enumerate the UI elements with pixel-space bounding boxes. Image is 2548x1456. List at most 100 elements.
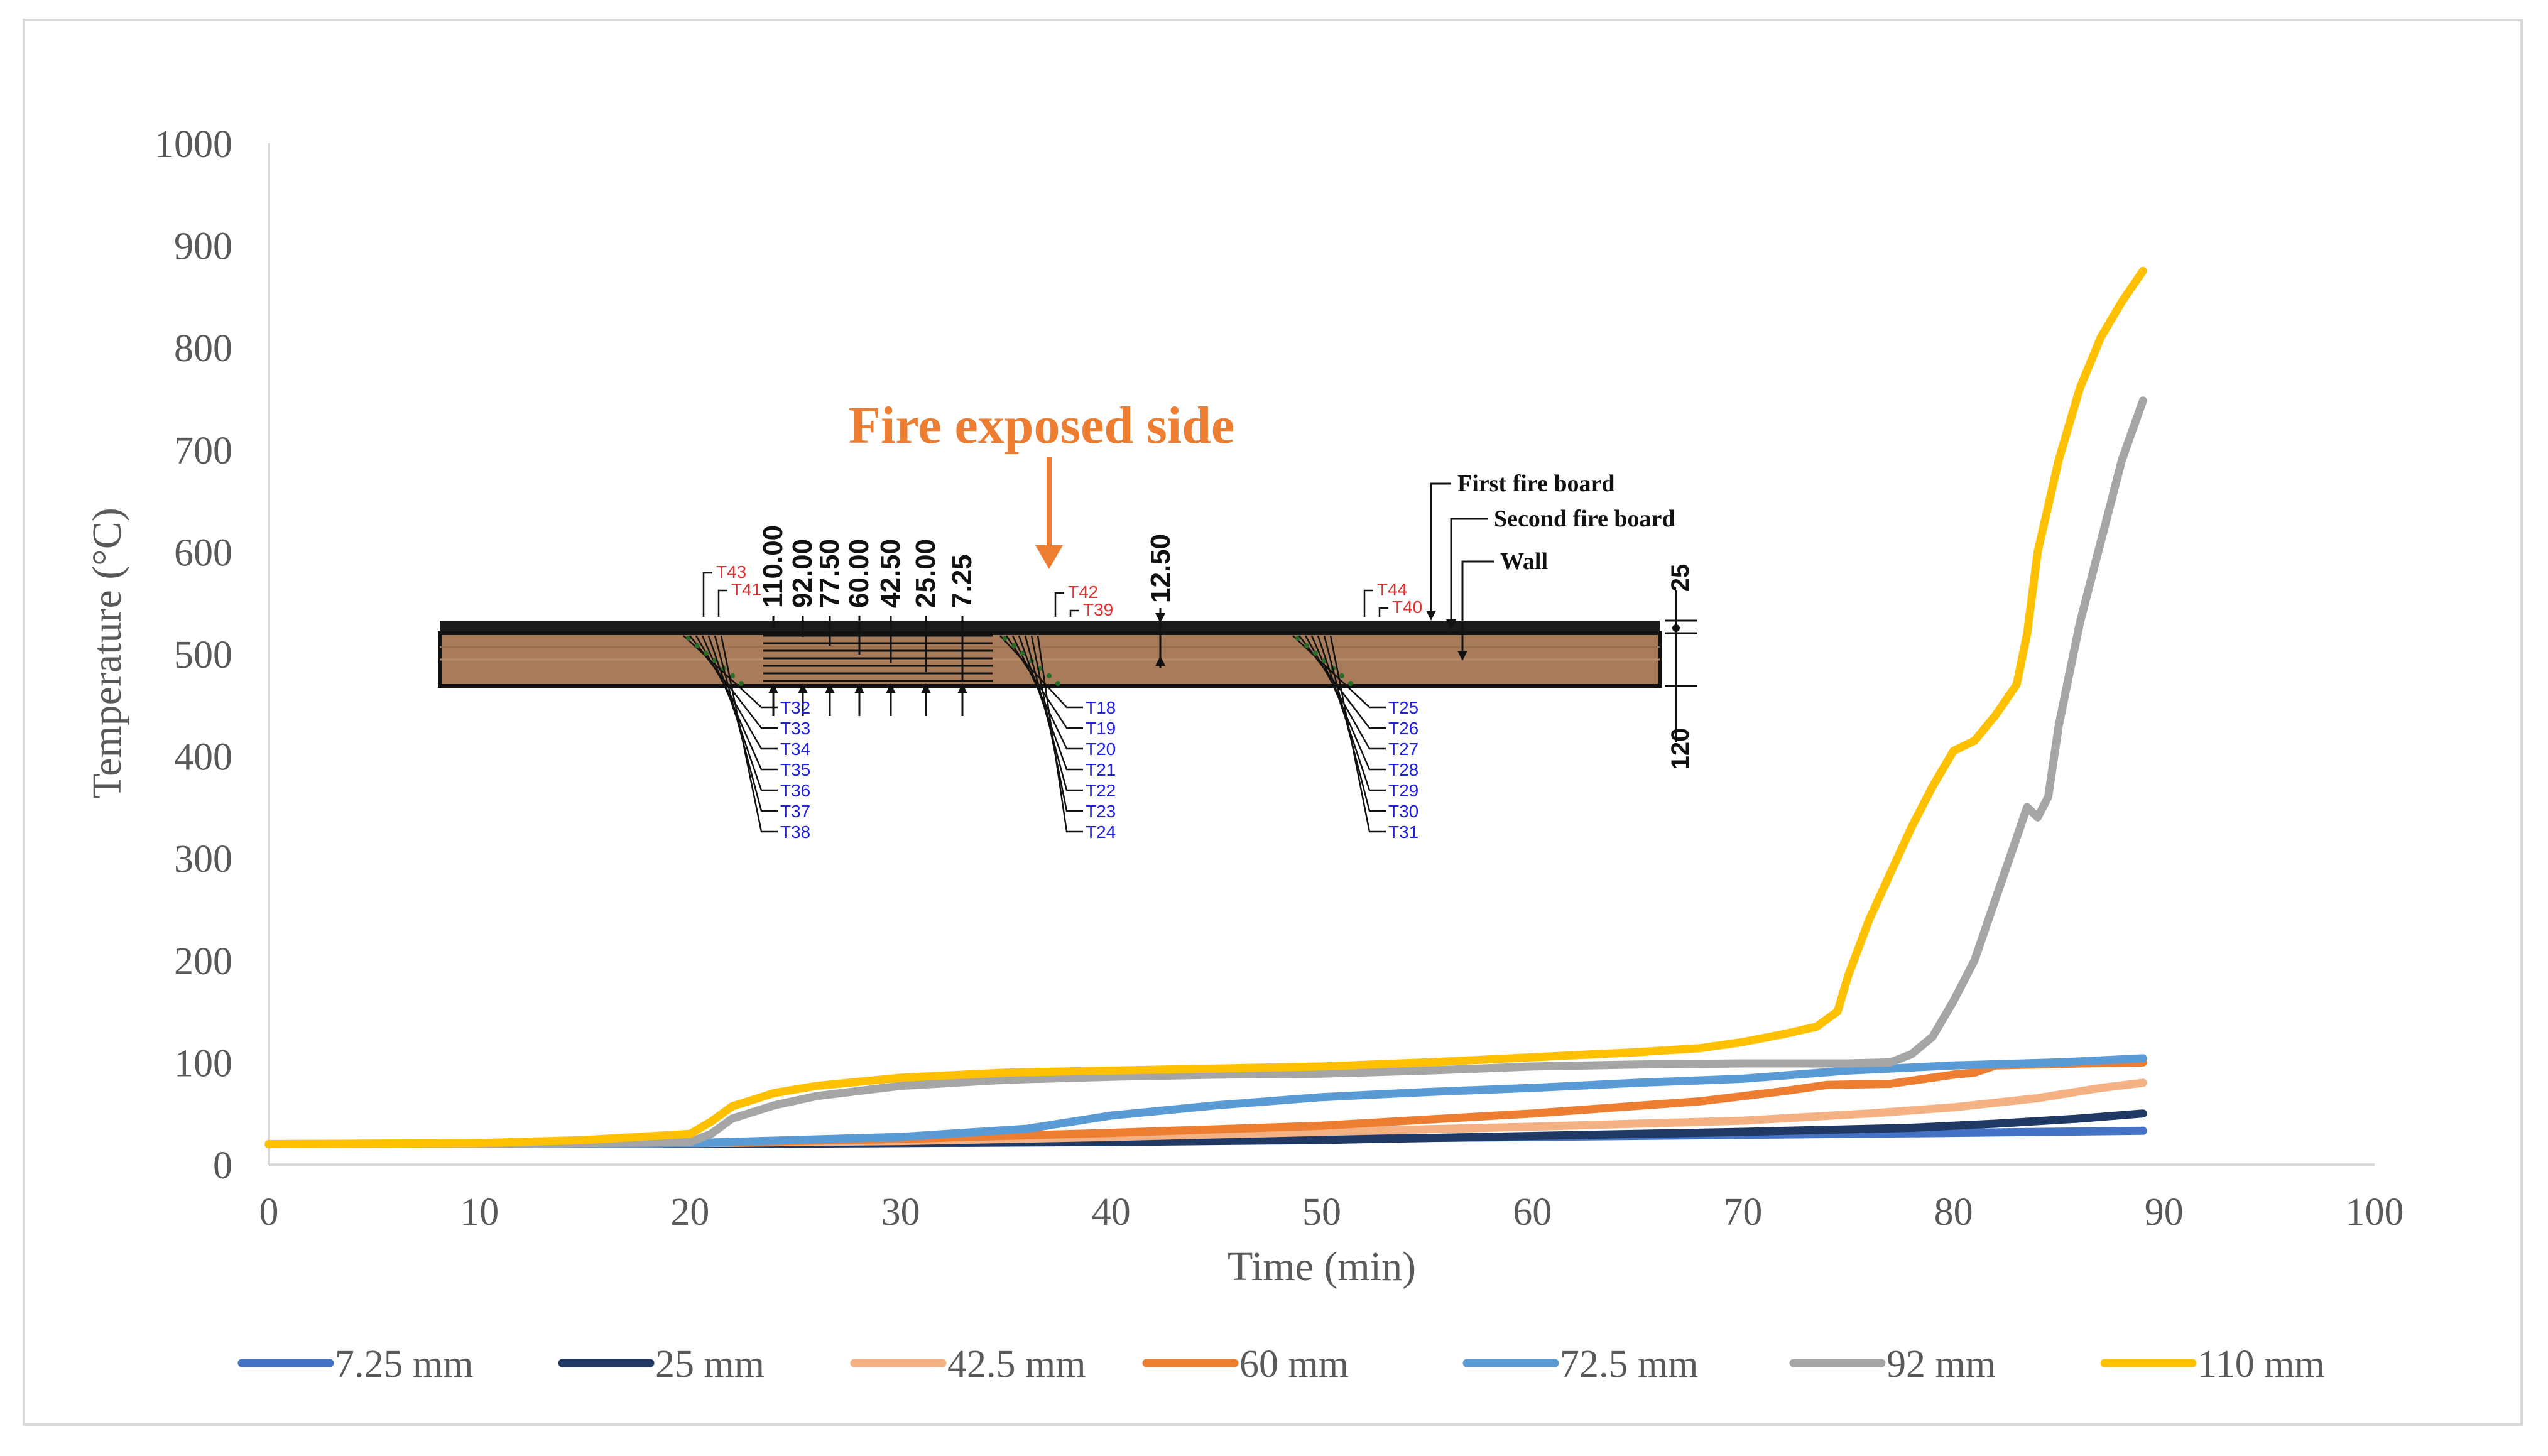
x-tick-label: 10 (460, 1191, 499, 1234)
series-line-7 (264, 266, 2147, 1148)
thermocouple-tag-blue: T24 (1086, 822, 1116, 842)
thermocouple-tag-red: T43 (716, 562, 746, 582)
dim-120: 120 (1667, 728, 1694, 770)
sensor-dot (704, 651, 709, 656)
tag-leader (1030, 635, 1083, 812)
thermocouple-tag-blue: T32 (780, 698, 810, 717)
axes: 0 100 200 300 400 500 600 700 800 900 1000 0 10 20 30 4… (84, 123, 2404, 1290)
sensor-dot (1304, 643, 1309, 648)
tag-leader (717, 589, 727, 617)
y-tick-label: 500 (174, 634, 232, 676)
thermocouple-tag-blue: T21 (1086, 760, 1116, 780)
thermocouple-tag-blue: T27 (1388, 739, 1418, 759)
thermocouple-tag-blue: T23 (1086, 801, 1116, 821)
tag-leader (1005, 635, 1083, 729)
thermocouple-tag-blue: T33 (780, 719, 810, 738)
thermocouple-tag-blue: T34 (780, 739, 810, 759)
depth-arrowhead (854, 683, 864, 693)
y-axis-label: Temperature (°C) (84, 508, 130, 798)
thermocouple-tag-blue: T28 (1388, 760, 1418, 780)
legend: 7.25 mm 25 mm 42.5 mm 60 mm 72.5 mm 92 mm 110 … (237, 1343, 2325, 1386)
sensor-dot (1055, 681, 1060, 686)
x-tick-label: 30 (881, 1191, 920, 1234)
x-tick-label: 20 (670, 1191, 709, 1234)
depth-arrowhead (886, 683, 896, 693)
tag-leader (701, 635, 778, 771)
y-tick-label: 800 (174, 327, 232, 370)
depth-label-12: 12.50 (1145, 534, 1176, 603)
thermocouple-tag-blue: T31 (1388, 822, 1418, 842)
tag-leader (1304, 635, 1386, 750)
depth-label: 92.00 (787, 539, 818, 608)
sensor-dot (1348, 681, 1353, 686)
thermocouple-tag-blue: T30 (1388, 801, 1418, 821)
thermocouple-tag-red: T44 (1377, 580, 1407, 599)
tag-leader (702, 572, 712, 617)
x-tick-label: 0 (259, 1191, 279, 1234)
x-tick-label: 50 (1302, 1191, 1341, 1234)
depth-label: 25.00 (910, 539, 941, 608)
thermocouple-tag-blue: T29 (1388, 781, 1418, 800)
dim-12-arrowhead (1155, 656, 1165, 666)
label-wall: Wall (1500, 548, 1548, 575)
tag-leader (1011, 635, 1083, 750)
y-tick-label: 600 (174, 531, 232, 574)
sensor-dot (1011, 643, 1016, 648)
tag-leader (1054, 592, 1064, 617)
y-tick-label: 300 (174, 838, 232, 881)
legend-label: 7.25 mm (335, 1343, 473, 1386)
depth-arrowhead (921, 683, 931, 693)
thermocouple-tag-blue: T35 (780, 760, 810, 780)
series-line-5 (264, 1054, 2147, 1148)
depth-arrowhead (825, 683, 835, 693)
thermocouple-tag-red: T40 (1392, 597, 1422, 617)
x-tick-label: 40 (1092, 1191, 1131, 1234)
y-tick-label: 400 (174, 736, 232, 779)
depth-label: 7.25 (947, 554, 977, 608)
legend-label: 42.5 mm (947, 1343, 1086, 1386)
thermocouple-tag-blue: T19 (1086, 719, 1116, 738)
tag-leader (1317, 635, 1386, 791)
legend-label: 92 mm (1886, 1343, 1996, 1386)
dim-12-arrowhead (1155, 613, 1165, 623)
y-tick-label: 0 (213, 1144, 232, 1187)
x-tick-label: 100 (2346, 1191, 2404, 1234)
y-tick-label: 700 (174, 430, 232, 472)
depth-arrowhead (798, 683, 808, 693)
sensor-dot (695, 643, 700, 648)
sensor-dot (730, 673, 735, 678)
sensor-dot (1313, 651, 1318, 656)
depth-arrowhead (957, 683, 967, 693)
tag-leader (1024, 635, 1083, 791)
x-tick-label: 80 (1934, 1191, 1973, 1234)
depth-arrowhead (768, 683, 778, 693)
depth-label: 77.50 (814, 539, 845, 608)
legend-label: 25 mm (655, 1343, 765, 1386)
sensor-dot (1047, 673, 1052, 678)
x-tick-label: 90 (2145, 1191, 2184, 1234)
tag-leader (1037, 635, 1083, 833)
thermocouple-tag-blue: T25 (1388, 698, 1418, 717)
thermocouple-tag-blue: T38 (780, 822, 810, 842)
legend-label: 72.5 mm (1560, 1343, 1698, 1386)
tag-leader (707, 635, 778, 791)
thermocouple-tag-blue: T26 (1388, 719, 1418, 738)
y-tick-label: 900 (174, 225, 232, 268)
chart-frame (23, 19, 2523, 1426)
tag-leader (1378, 607, 1388, 617)
tag-leader (1329, 635, 1386, 833)
tag-leader (1363, 589, 1373, 617)
thermocouple-tag-blue: T22 (1086, 781, 1116, 800)
tag-leader (1323, 635, 1386, 812)
tag-leader (1310, 635, 1386, 771)
thermocouple-tag-red: T39 (1083, 600, 1113, 619)
thermocouple-tag-blue: T37 (780, 801, 810, 821)
thermocouple-tag-blue: T36 (780, 781, 810, 800)
y-tick-label: 1000 (155, 123, 232, 166)
tag-leader (1069, 609, 1079, 617)
depth-label: 60.00 (844, 539, 874, 608)
